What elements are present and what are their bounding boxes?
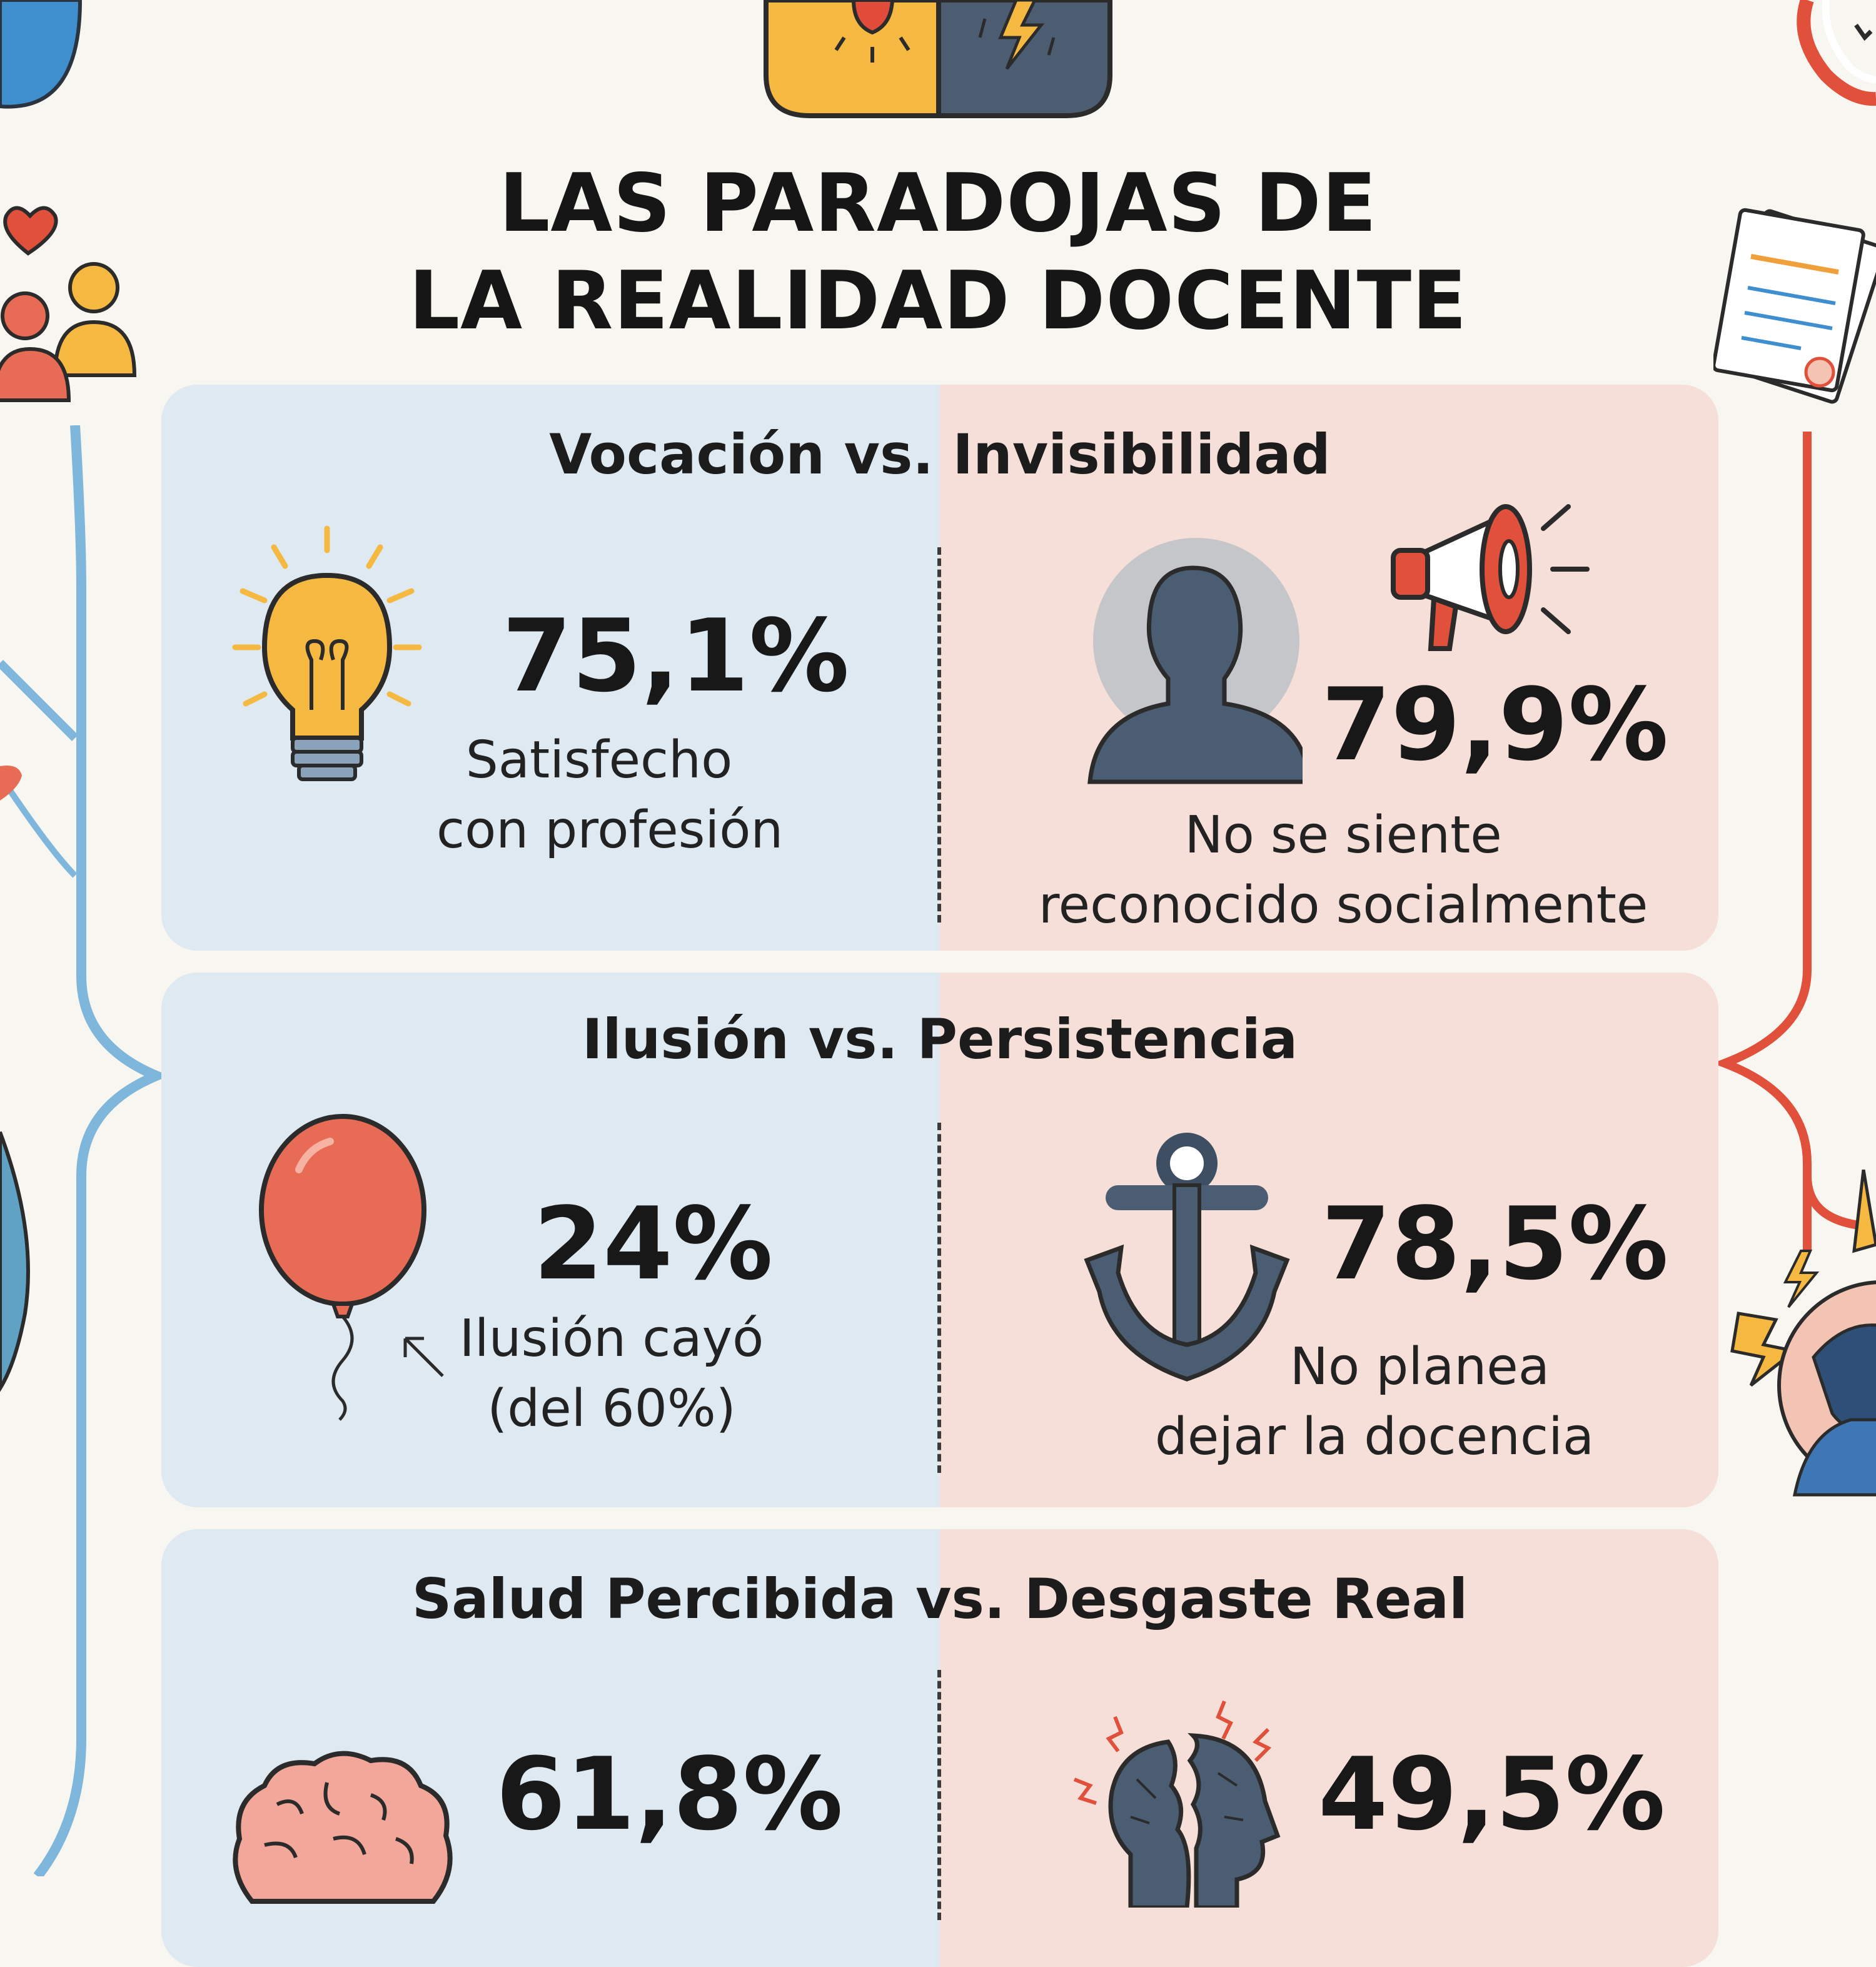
brain-icon [233, 1751, 453, 1904]
stat-description-line-1: No se siente [1184, 806, 1502, 865]
paradox-title: Salud Percibida vs. Desgaste Real [411, 1567, 1468, 1631]
left-blue-brace [0, 425, 169, 1876]
page-title-line-2: LA REALIDAD DOCENTE [408, 255, 1468, 348]
cracked-head-icon [1073, 1700, 1281, 1908]
card-right-panel [940, 973, 1718, 1507]
dashed-divider [937, 1670, 941, 1920]
stat-value: 78,5% [1321, 1185, 1669, 1302]
stat-value: 61,8% [496, 1736, 844, 1853]
stat-value: 24% [533, 1185, 773, 1302]
card-right-panel [940, 385, 1718, 951]
documents-icon [1713, 208, 1876, 404]
stat-description: Ilusión cayó (del 60%) [436, 1304, 787, 1444]
stat-description: No se siente reconocido socialmente [999, 801, 1687, 941]
stat-description-line-2: reconocido socialmente [1038, 876, 1648, 935]
dashed-divider [937, 547, 941, 923]
paradox-title: Ilusión vs. Persistencia [582, 1007, 1298, 1071]
stat-description-line-1: No planea [1289, 1337, 1550, 1397]
paradox-title: Vocación vs. Invisibilidad [549, 422, 1331, 487]
paradox-card-salud: Salud Percibida vs. Desgaste Real 61,8% … [161, 1529, 1718, 1967]
stat-description: No planea dejar la docencia [1099, 1332, 1650, 1472]
stat-description-line-2: dejar la docencia [1154, 1407, 1595, 1467]
megaphone-icon [1391, 504, 1590, 651]
right-red-brace [1713, 432, 1864, 1251]
people-heart-icon [0, 206, 137, 402]
heart-storm-pill-icon [764, 0, 1112, 118]
page-title-line-1: LAS PARADOJAS DE [498, 157, 1378, 250]
paradox-card-ilusion: Ilusión vs. Persistencia 24% Ilusión cay… [161, 973, 1718, 1507]
balloon-icon [259, 1114, 444, 1421]
top-left-blue-shape [0, 0, 83, 109]
paradox-card-vocacion: Vocación vs. Invisibilidad 75,1% Satisfe… [161, 385, 1718, 951]
dashed-divider [937, 1123, 941, 1473]
lightbulb-icon [232, 525, 422, 781]
stat-description-line-1: Satisfecho [465, 731, 733, 790]
clock-icon [1797, 0, 1876, 106]
stat-description-line-2: (del 60%) [487, 1379, 736, 1439]
page-title: LAS PARADOJAS DE LA REALIDAD DOCENTE [0, 155, 1876, 350]
stat-value: 49,5% [1318, 1736, 1666, 1853]
stat-description-line-2: con profesión [436, 801, 784, 860]
faceless-person-icon [1087, 538, 1303, 784]
stressed-person-icon [1730, 1170, 1876, 1497]
stat-description-line-1: Ilusión cayó [459, 1309, 764, 1368]
anchor-icon [1084, 1133, 1290, 1382]
stat-value: 79,9% [1321, 666, 1669, 783]
stat-description: Satisfecho con profesión [436, 726, 784, 866]
stat-value: 75,1% [502, 597, 850, 714]
